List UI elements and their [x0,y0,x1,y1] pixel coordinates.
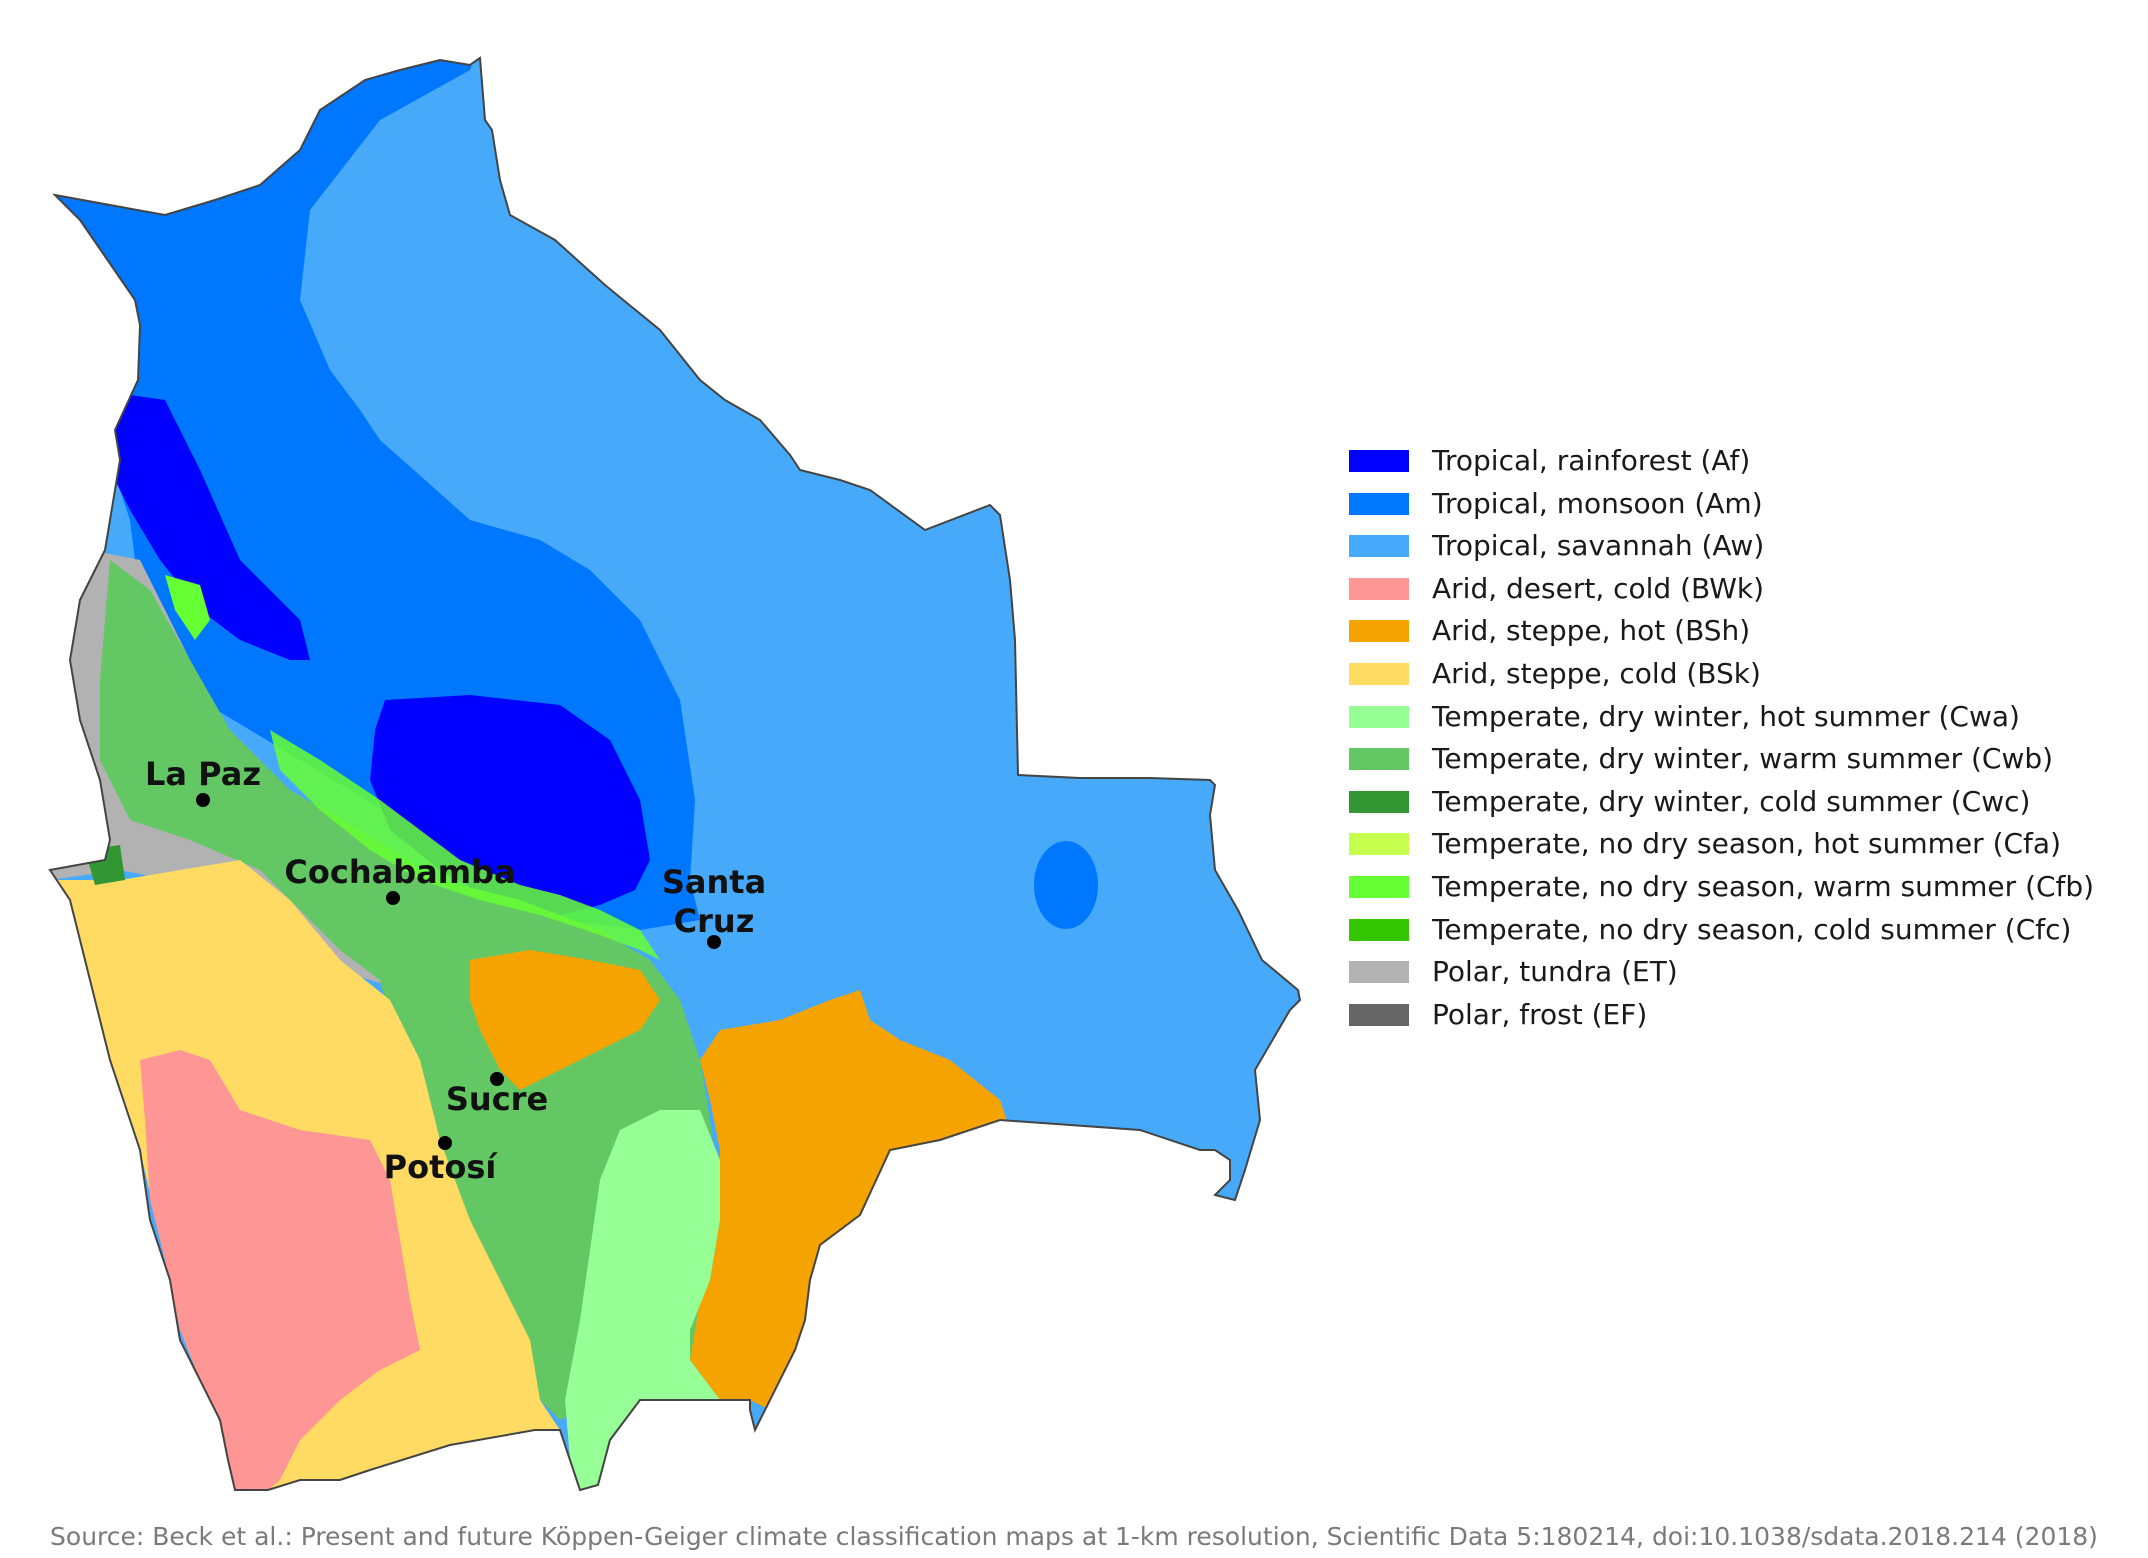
city-cochabamba: Cochabamba [284,853,516,905]
zone-cwa [565,1110,720,1490]
legend-label: Temperate, dry winter, hot summer (Cwa) [1432,699,2020,733]
city-label: La Paz [145,755,261,793]
legend-swatch [1349,705,1409,728]
legend-swatch [1349,620,1409,643]
legend-label: Temperate, dry winter, cold summer (Cwc) [1432,784,2031,818]
legend-swatch [1349,918,1409,941]
legend-swatch [1349,577,1409,600]
legend-label: Arid, steppe, cold (BSk) [1432,656,1761,690]
city-label: Cruz [674,902,755,940]
legend-label: Temperate, dry winter, warm summer (Cwb) [1432,742,2054,776]
zone-bwk [140,1050,420,1490]
zone-af-north [110,395,310,660]
legend-swatch [1349,450,1409,472]
zone-cfb [270,730,660,960]
legend-label: Tropical, monsoon (Am) [1432,486,1763,520]
city-dot [386,891,400,905]
legend-label: Temperate, no dry season, warm summer (C… [1432,869,2095,903]
zone-bsh [690,990,1010,1410]
city-sucre: Sucre [446,1072,548,1118]
zone-bsh-interior [470,950,660,1090]
legend-label: Tropical, savannah (Aw) [1432,529,1765,563]
legend-swatch [1349,875,1409,898]
city-label: Cochabamba [284,853,515,891]
legend-swatch [1349,748,1409,771]
zone-cfb-north [165,575,210,640]
legend-swatch [1349,662,1409,685]
city-label: Santa [662,863,766,901]
legend-swatch [1349,535,1409,558]
legend-label: Arid, desert, cold (BWk) [1432,571,1765,605]
legend-swatch [1349,790,1409,813]
zone-am-east-patch [1034,841,1098,929]
city-dot [196,793,210,807]
city-label: Potosí [384,1148,499,1186]
source-citation: Source: Beck et al.: Present and future … [50,1522,2098,1551]
city-dot [438,1136,452,1150]
legend-label: Arid, steppe, hot (BSh) [1432,614,1751,648]
city-label: Sucre [446,1080,548,1118]
city-dot [490,1072,504,1086]
legend-label: Polar, frost (EF) [1432,997,1648,1031]
legend-swatch [1349,1003,1409,1026]
climate-map: La Paz Cochabamba Santa Cruz Sucre Potos… [49,57,1301,1491]
city-la-paz: La Paz [145,755,261,807]
city-santa-cruz: Santa Cruz [662,863,766,949]
legend-swatch [1349,961,1409,984]
legend-swatch [1349,492,1409,515]
legend-label: Temperate, no dry season, cold summer (C… [1432,912,2072,946]
zone-cwb [100,560,720,1420]
legend-swatch [1349,833,1409,856]
city-dot [707,935,721,949]
legend-label: Temperate, no dry season, hot summer (Cf… [1432,827,2061,861]
legend-label: Polar, tundra (ET) [1432,955,1678,989]
city-potosi: Potosí [384,1136,499,1186]
legend-label: Tropical, rainforest (Af) [1432,444,1751,477]
